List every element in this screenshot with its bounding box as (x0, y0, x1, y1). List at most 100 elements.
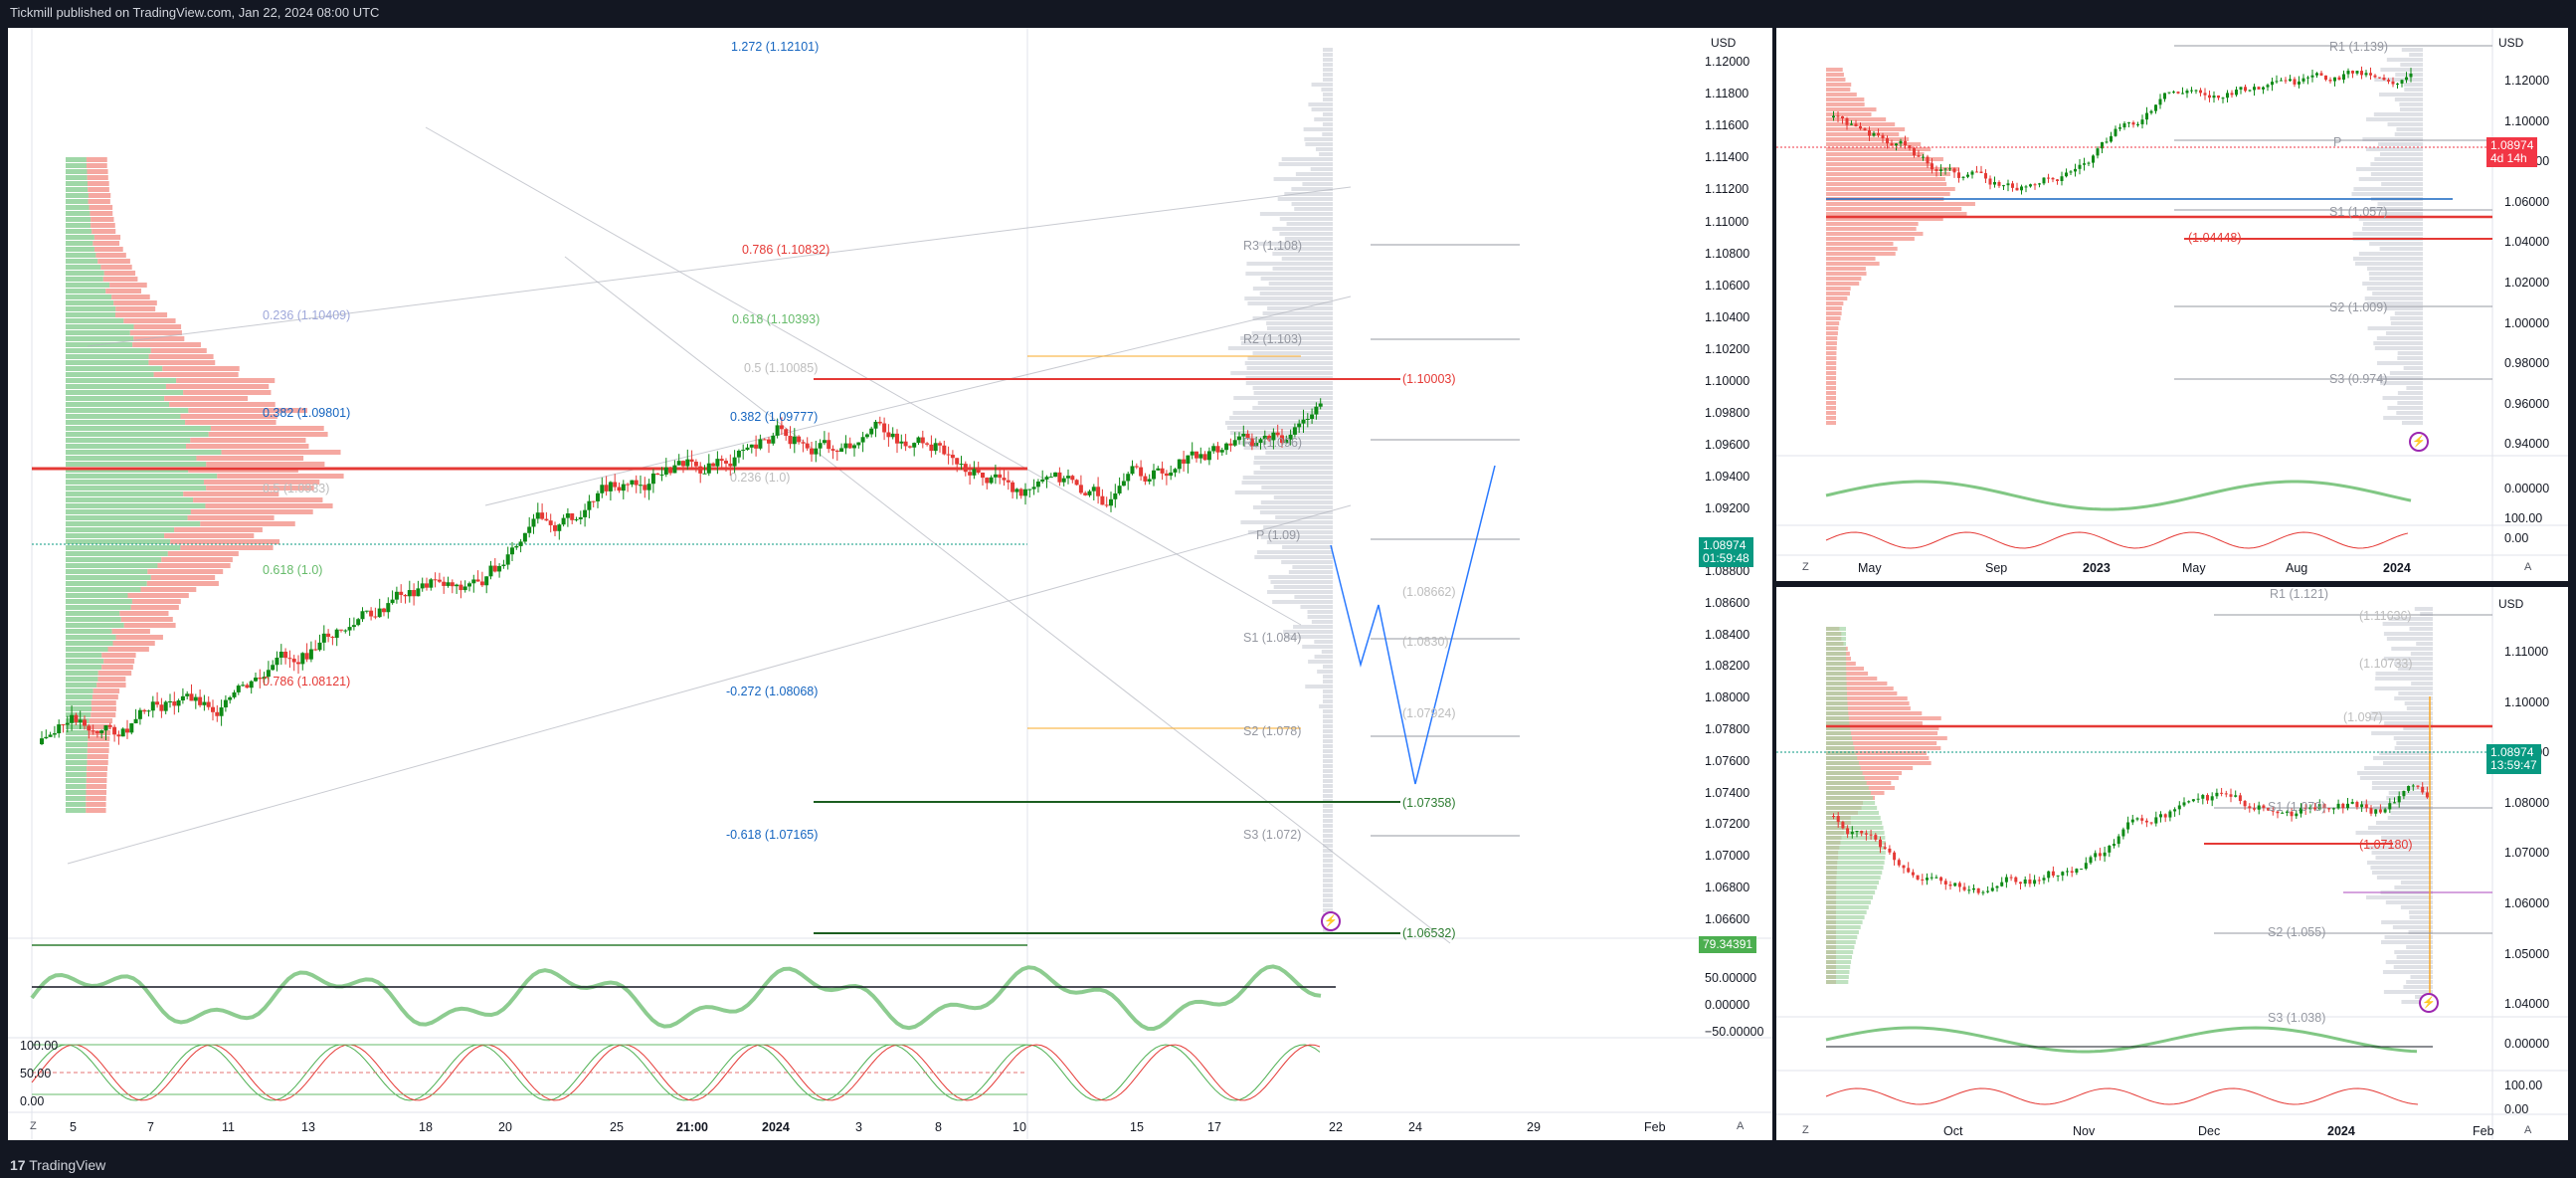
stoch-tick: 50.00 (20, 1067, 52, 1080)
volume-bar (66, 223, 92, 228)
candle-body (1087, 491, 1092, 495)
volume-bar (1314, 655, 1333, 659)
zoom-toggle-button[interactable]: Z (1802, 1124, 1809, 1136)
volume-bar (1826, 411, 1837, 415)
candle-body (1318, 403, 1323, 407)
volume-bar (1826, 177, 1945, 181)
candle-body (321, 633, 326, 643)
volume-bar (2362, 222, 2423, 226)
candle-body (2346, 803, 2349, 809)
volume-bar (86, 784, 107, 789)
volume-bar (2381, 182, 2423, 186)
volume-bar (1251, 331, 1333, 335)
lightning-icon[interactable]: ⚡ (1321, 911, 1341, 931)
volume-bar (1826, 746, 1855, 750)
price-tick: 1.06000 (2504, 896, 2550, 910)
volume-bar (2358, 252, 2423, 256)
volume-bar (66, 766, 88, 771)
volume-bar (2420, 612, 2433, 616)
candle-body (2210, 796, 2214, 801)
candle-body (2308, 807, 2312, 810)
candle-body (1232, 440, 1237, 446)
osc-tick: 0.00000 (2504, 482, 2550, 495)
zoom-toggle-button[interactable]: Z (1802, 561, 1809, 573)
volume-bar (2362, 282, 2423, 286)
candle-body (634, 480, 639, 486)
level-label: (1.0830) (1402, 635, 1449, 649)
auto-scale-button[interactable]: A (2524, 561, 2532, 573)
volume-bar (1826, 257, 1876, 261)
candle-body (142, 709, 147, 712)
volume-bar (1826, 217, 1943, 221)
candle-body (2215, 792, 2219, 797)
volume-bar (2360, 801, 2433, 805)
volume-bar (221, 450, 341, 455)
auto-scale-button[interactable]: A (1737, 1120, 1745, 1132)
volume-bar (2380, 381, 2423, 385)
candle-body (1872, 132, 1876, 136)
volume-bar (1257, 401, 1333, 405)
volume-bar (92, 229, 116, 234)
volume-bar (2401, 1000, 2433, 1004)
oscillator-line (1825, 1026, 2418, 1054)
main-chart-canvas[interactable] (8, 28, 1772, 1140)
candle-body (317, 642, 322, 651)
volume-bar (150, 575, 216, 580)
candle-body (1288, 434, 1293, 440)
volume-bar (206, 462, 325, 467)
candle-body (232, 691, 237, 697)
volume-bar (66, 569, 148, 574)
volume-bar (1826, 701, 1848, 705)
volume-bar (174, 527, 263, 532)
bottom-right-chart-panel[interactable]: USD 1.110001.100001.090001.080001.070001… (1776, 587, 2568, 1140)
lightning-icon[interactable]: ⚡ (2409, 432, 2429, 452)
volume-bar (133, 324, 182, 329)
candle-body (107, 725, 112, 727)
candle-body (1096, 487, 1101, 496)
volume-bar (1273, 247, 1333, 251)
volume-bar (169, 402, 276, 407)
volume-bar (87, 766, 108, 771)
volume-bar (1826, 910, 1867, 914)
candle-body (1280, 435, 1284, 444)
main-chart-panel[interactable]: USD 1.12000 1.11800 1.11600 1.11400 1.11200 1… (8, 28, 1772, 1140)
candle-body (266, 670, 271, 678)
volume-bar (2393, 965, 2433, 969)
top-right-chart-panel[interactable]: USD 1.120001.100001.080001.060001.040001… (1776, 28, 2568, 581)
volume-bar (1826, 321, 1840, 325)
candle-body (2319, 73, 2323, 76)
volume-bar (66, 575, 151, 580)
volume-bar (2376, 361, 2423, 365)
candle-body (2019, 882, 2022, 884)
candle-body (1228, 443, 1233, 446)
zoom-toggle-button[interactable]: Z (30, 1120, 37, 1132)
volume-bar (2353, 187, 2423, 191)
volume-bar (86, 796, 106, 801)
bottom-right-chart-canvas[interactable] (1776, 587, 2568, 1140)
volume-bar (66, 480, 204, 485)
candle-body (522, 532, 527, 542)
volume-bar (66, 778, 87, 783)
candle-body (1035, 481, 1040, 488)
top-right-chart-canvas[interactable] (1776, 28, 2568, 581)
candle-body (206, 701, 211, 707)
volume-bar (1259, 510, 1333, 514)
candle-body (211, 706, 215, 712)
auto-scale-button[interactable]: A (2524, 1124, 2532, 1136)
candle-body (1053, 472, 1058, 478)
volume-bar (1826, 980, 1849, 984)
candle-body (1211, 446, 1216, 452)
candle-body (2009, 877, 2013, 879)
candle-body (583, 509, 588, 517)
candle-body (711, 463, 716, 467)
lightning-icon[interactable]: ⚡ (2419, 993, 2439, 1013)
candle-body (1850, 123, 1853, 125)
volume-bar (1311, 83, 1333, 87)
volume-bar (2386, 58, 2423, 62)
volume-bar (2394, 950, 2433, 954)
candle-body (895, 433, 899, 444)
candle-body (950, 455, 955, 459)
candle-body (693, 462, 698, 467)
price-tick: 1.10000 (2504, 113, 2550, 128)
candle-body (2346, 71, 2350, 75)
